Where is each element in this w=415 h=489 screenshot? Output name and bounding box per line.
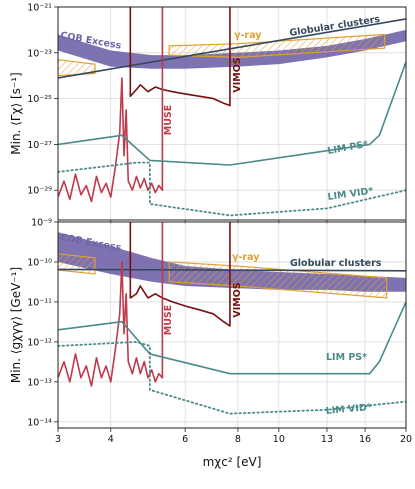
series-label: MUSE — [163, 305, 174, 336]
x-tick-label: 13 — [321, 434, 333, 445]
y-tick-label: 10⁻¹³ — [27, 377, 52, 388]
region — [168, 261, 388, 299]
y-tick-label: 10⁻²⁵ — [27, 94, 52, 105]
series-label: γ-ray — [234, 30, 262, 41]
y-tick-label: 10⁻¹² — [27, 337, 52, 348]
series-label: LIM PS* — [327, 139, 369, 157]
series-label: Globular clusters — [290, 258, 382, 269]
band — [58, 29, 406, 69]
y-tick-label: 10⁻²¹ — [27, 3, 52, 14]
x-axis-label: mχc² [eV] — [203, 455, 262, 469]
line — [58, 301, 406, 375]
region — [58, 253, 96, 275]
x-tick-label: 6 — [182, 434, 188, 445]
plot-area — [58, 7, 406, 217]
series-label: LIM VID* — [327, 186, 374, 203]
series-label: MUSE — [163, 105, 174, 136]
line — [129, 7, 231, 107]
line — [58, 161, 406, 217]
plot-frame — [57, 6, 407, 221]
x-tick-label: 4 — [108, 434, 114, 445]
series-label: LIM PS* — [326, 352, 367, 363]
y-tick-label: 10⁻¹¹ — [27, 297, 52, 308]
line — [58, 340, 406, 415]
plot-area — [58, 222, 406, 415]
series-label: VIMOS — [232, 282, 243, 317]
x-tick-label: 3 — [55, 434, 61, 445]
y-tick-label: 10⁻¹⁰ — [27, 257, 52, 268]
y-tick-label: 10⁻²³ — [27, 48, 52, 59]
region — [168, 33, 386, 58]
line — [58, 18, 406, 79]
series-label: γ-ray — [232, 252, 260, 263]
line — [58, 61, 406, 166]
line — [129, 222, 231, 327]
y-tick-label: 10⁻⁹ — [31, 218, 52, 229]
y-tick-label: 10⁻²⁷ — [27, 140, 52, 151]
series-label: LIM VID* — [325, 402, 372, 417]
x-tick-label: 20 — [400, 434, 412, 445]
y-tick-label: 10⁻¹⁴ — [27, 417, 52, 428]
region — [58, 59, 96, 77]
y-axis-label: Min. ⟨gχγγ⟩ [GeV⁻¹] — [9, 267, 23, 383]
panel: 3 4 6 8 10 13 16 20 10⁻¹⁴ 10⁻¹³ 10⁻¹² 10⁻¹¹ 10⁻¹⁰ 10⁻… — [9, 218, 412, 470]
x-tick-label: 8 — [235, 434, 241, 445]
line — [58, 7, 164, 203]
line — [58, 268, 406, 272]
y-tick-label: 10⁻²⁹ — [27, 186, 52, 197]
series-label: VIMOS — [232, 57, 243, 92]
y-axis-label: Min. ⟨Γχ⟩ [s⁻¹] — [9, 72, 23, 154]
plot-frame — [57, 221, 407, 429]
x-tick-label: 10 — [273, 434, 285, 445]
x-tick-label: 16 — [359, 434, 371, 445]
